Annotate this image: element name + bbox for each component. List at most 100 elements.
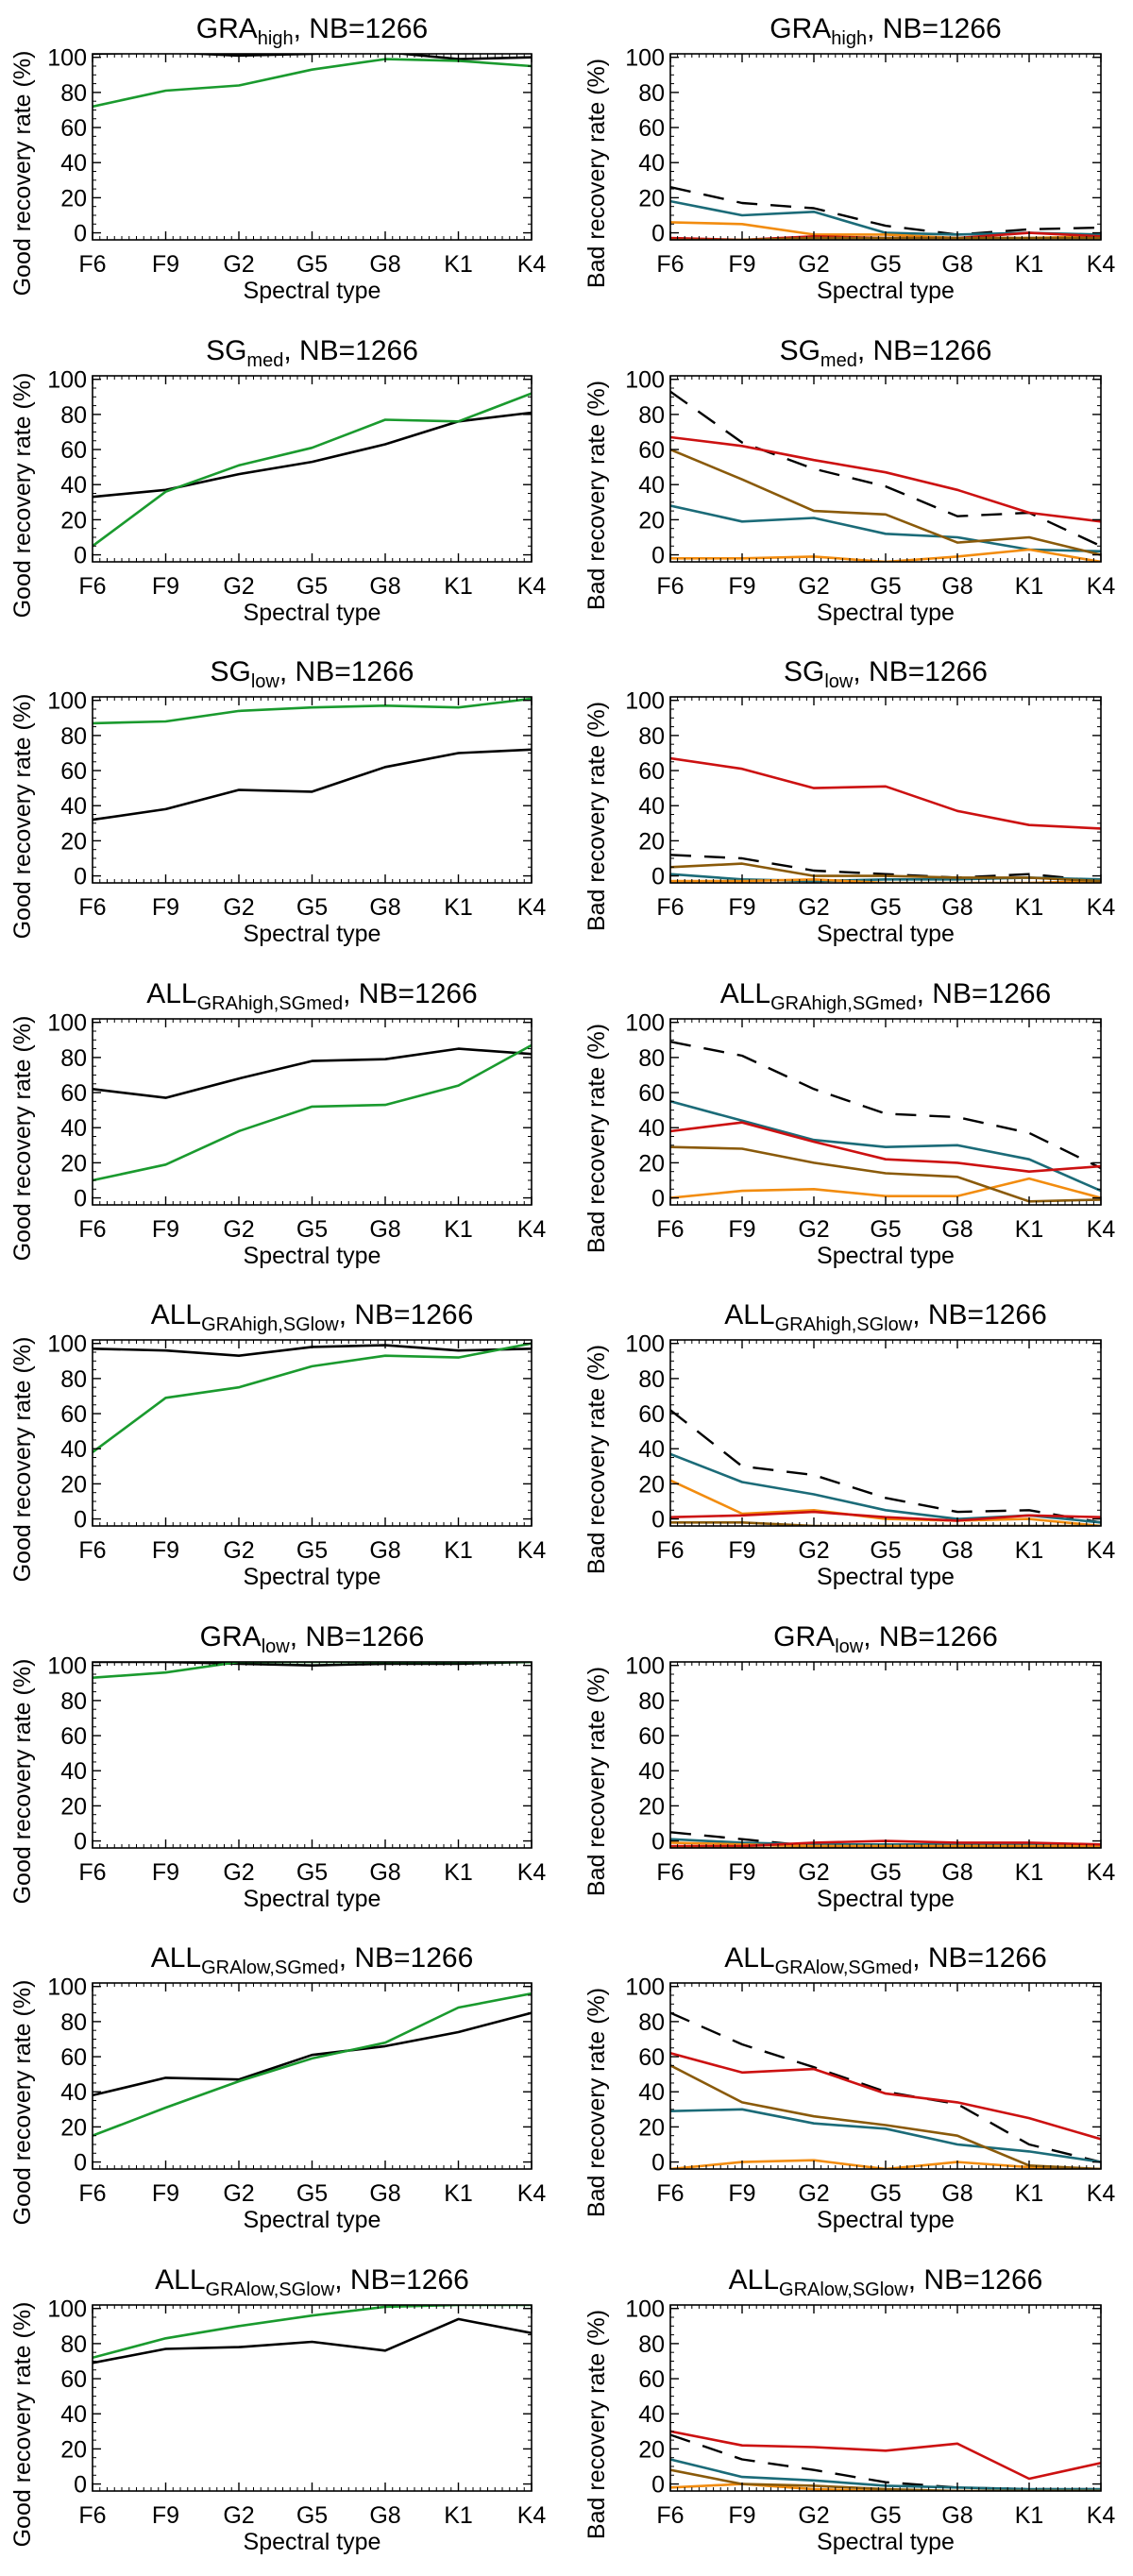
y-tick-label: 40 <box>638 2401 665 2428</box>
chart-title: GRAlow, NB=1266 <box>773 1621 998 1657</box>
x-tick-label: K1 <box>444 573 473 600</box>
x-tick-label: K1 <box>444 251 473 278</box>
plot-frame <box>92 375 533 563</box>
x-tick-label: F9 <box>728 2180 755 2207</box>
x-tick-label: G2 <box>223 1216 254 1243</box>
x-tick-label: G8 <box>369 573 400 600</box>
x-tick-label: G2 <box>798 1859 829 1886</box>
y-tick-label: 20 <box>638 828 665 855</box>
title-main: SG <box>784 656 824 687</box>
y-tick-label: 80 <box>60 723 87 750</box>
chart-svg: ALLGRAlow,SGmed, NB=1266 Good recovery ra… <box>9 1942 546 2233</box>
plot-frame <box>92 1339 533 1527</box>
chart-title: GRAhigh, NB=1266 <box>769 13 1001 49</box>
x-tick-label: F9 <box>728 2502 755 2529</box>
x-tick-label: F9 <box>152 1537 179 1564</box>
x-tick-label: G5 <box>870 894 901 921</box>
y-tick-label: 20 <box>638 2436 665 2463</box>
x-tick-label: G8 <box>941 1859 972 1886</box>
title-subscript: GRAhigh,SGmed <box>197 993 344 1014</box>
y-tick-label: 20 <box>60 1793 87 1820</box>
y-tick-label: 100 <box>47 2296 87 2323</box>
x-axis-label: Spectral type <box>817 2207 955 2233</box>
y-tick-label: 100 <box>625 2296 665 2323</box>
x-tick-label: K1 <box>444 1859 473 1886</box>
chart-title: GRAlow, NB=1266 <box>200 1621 425 1657</box>
x-tick-label: K1 <box>444 1216 473 1243</box>
title-suffix: , NB=1266 <box>339 1299 474 1330</box>
chart-svg: ALLGRAhigh,SGmed, NB=1266 Bad recovery ra… <box>583 978 1115 1269</box>
chart-svg: ALLGRAlow,SGmed, NB=1266 Bad recovery rat… <box>583 1942 1115 2233</box>
chart-title: SGlow, NB=1266 <box>211 656 414 692</box>
series-line-dashed <box>670 1041 1101 1170</box>
title-subscript: GRAlow,SGmed <box>775 1957 913 1978</box>
title-suffix: , NB=1266 <box>853 656 988 687</box>
series-line-green <box>93 392 532 548</box>
y-axis-label: Good recovery rate (%) <box>9 1337 36 1583</box>
chart-title: SGmed, NB=1266 <box>206 335 418 371</box>
title-suffix: , NB=1266 <box>283 335 418 366</box>
x-tick-label: G8 <box>941 1216 972 1243</box>
y-tick-label: 40 <box>60 1115 87 1142</box>
x-tick-label: G5 <box>296 1537 328 1564</box>
series-line-red <box>670 1121 1101 1173</box>
y-tick-label: 0 <box>651 221 665 247</box>
x-tick-label: G5 <box>870 251 901 278</box>
x-tick-label: F9 <box>728 894 755 921</box>
y-tick-label: 0 <box>74 864 87 890</box>
series-line-dashed <box>670 2011 1101 2163</box>
y-tick-label: 0 <box>651 864 665 890</box>
title-subscript: med <box>820 350 857 371</box>
y-tick-label: 80 <box>638 80 665 107</box>
x-axis-label: Spectral type <box>244 2529 381 2555</box>
chart-panel-row3-right: SGlow, NB=1266 Bad recovery rate (%) Spect… <box>566 643 1133 964</box>
x-tick-label: K1 <box>1015 2502 1044 2529</box>
y-tick-label: 60 <box>638 437 665 464</box>
x-tick-label: G8 <box>369 1859 400 1886</box>
x-tick-label: F6 <box>656 894 684 921</box>
y-tick-label: 100 <box>625 1331 665 1358</box>
y-tick-label: 80 <box>638 1045 665 1072</box>
series-line-black <box>93 1047 532 1099</box>
y-tick-label: 20 <box>60 828 87 855</box>
x-tick-label: G5 <box>296 2180 328 2207</box>
x-tick-label: G2 <box>223 251 254 278</box>
chart-panel-row6-right: GRAlow, NB=1266 Bad recovery rate (%) Spec… <box>566 1608 1133 1929</box>
x-tick-label: K4 <box>517 1216 547 1243</box>
plot-frame <box>669 1661 1102 1849</box>
x-tick-label: K1 <box>444 2502 473 2529</box>
y-tick-label: 60 <box>638 1080 665 1107</box>
y-axis-label: Good recovery rate (%) <box>9 694 36 940</box>
x-tick-label: K1 <box>444 1537 473 1564</box>
x-tick-label: G8 <box>941 1537 972 1564</box>
chart-title: SGlow, NB=1266 <box>784 656 988 692</box>
chart-title: ALLGRAlow,SGlow, NB=1266 <box>155 2264 469 2300</box>
series-line-red <box>670 435 1101 523</box>
chart-title: ALLGRAhigh,SGmed, NB=1266 <box>146 978 478 1014</box>
x-tick-label: G2 <box>798 2502 829 2529</box>
y-axis-label: Bad recovery rate (%) <box>583 2310 610 2539</box>
x-tick-label: G8 <box>369 1216 400 1243</box>
title-subscript: low <box>824 671 854 692</box>
y-tick-label: 0 <box>74 2150 87 2177</box>
chart-svg: SGlow, NB=1266 Good recovery rate (%) Spec… <box>9 656 546 947</box>
x-axis-label: Spectral type <box>244 1243 381 1269</box>
y-tick-label: 0 <box>651 2472 665 2499</box>
chart-svg: GRAhigh, NB=1266 Good recovery rate (%) Sp… <box>9 13 546 304</box>
x-tick-label: F9 <box>152 1859 179 1886</box>
chart-title: ALLGRAhigh,SGlow, NB=1266 <box>151 1299 474 1335</box>
x-tick-label: F6 <box>78 1216 106 1243</box>
title-main: ALL <box>151 1942 201 1974</box>
series-line-red <box>670 2052 1101 2141</box>
chart-title: ALLGRAlow,SGmed, NB=1266 <box>151 1942 474 1978</box>
title-main: SG <box>780 335 820 366</box>
x-tick-label: G2 <box>798 2180 829 2207</box>
x-tick-label: F6 <box>656 1537 684 1564</box>
y-tick-label: 20 <box>60 185 87 212</box>
x-tick-label: F9 <box>152 573 179 600</box>
y-tick-label: 0 <box>74 1186 87 1212</box>
title-subscript: low <box>835 1636 864 1657</box>
x-axis-label: Spectral type <box>244 921 381 947</box>
y-tick-label: 0 <box>651 1186 665 1212</box>
x-tick-label: G8 <box>369 2180 400 2207</box>
